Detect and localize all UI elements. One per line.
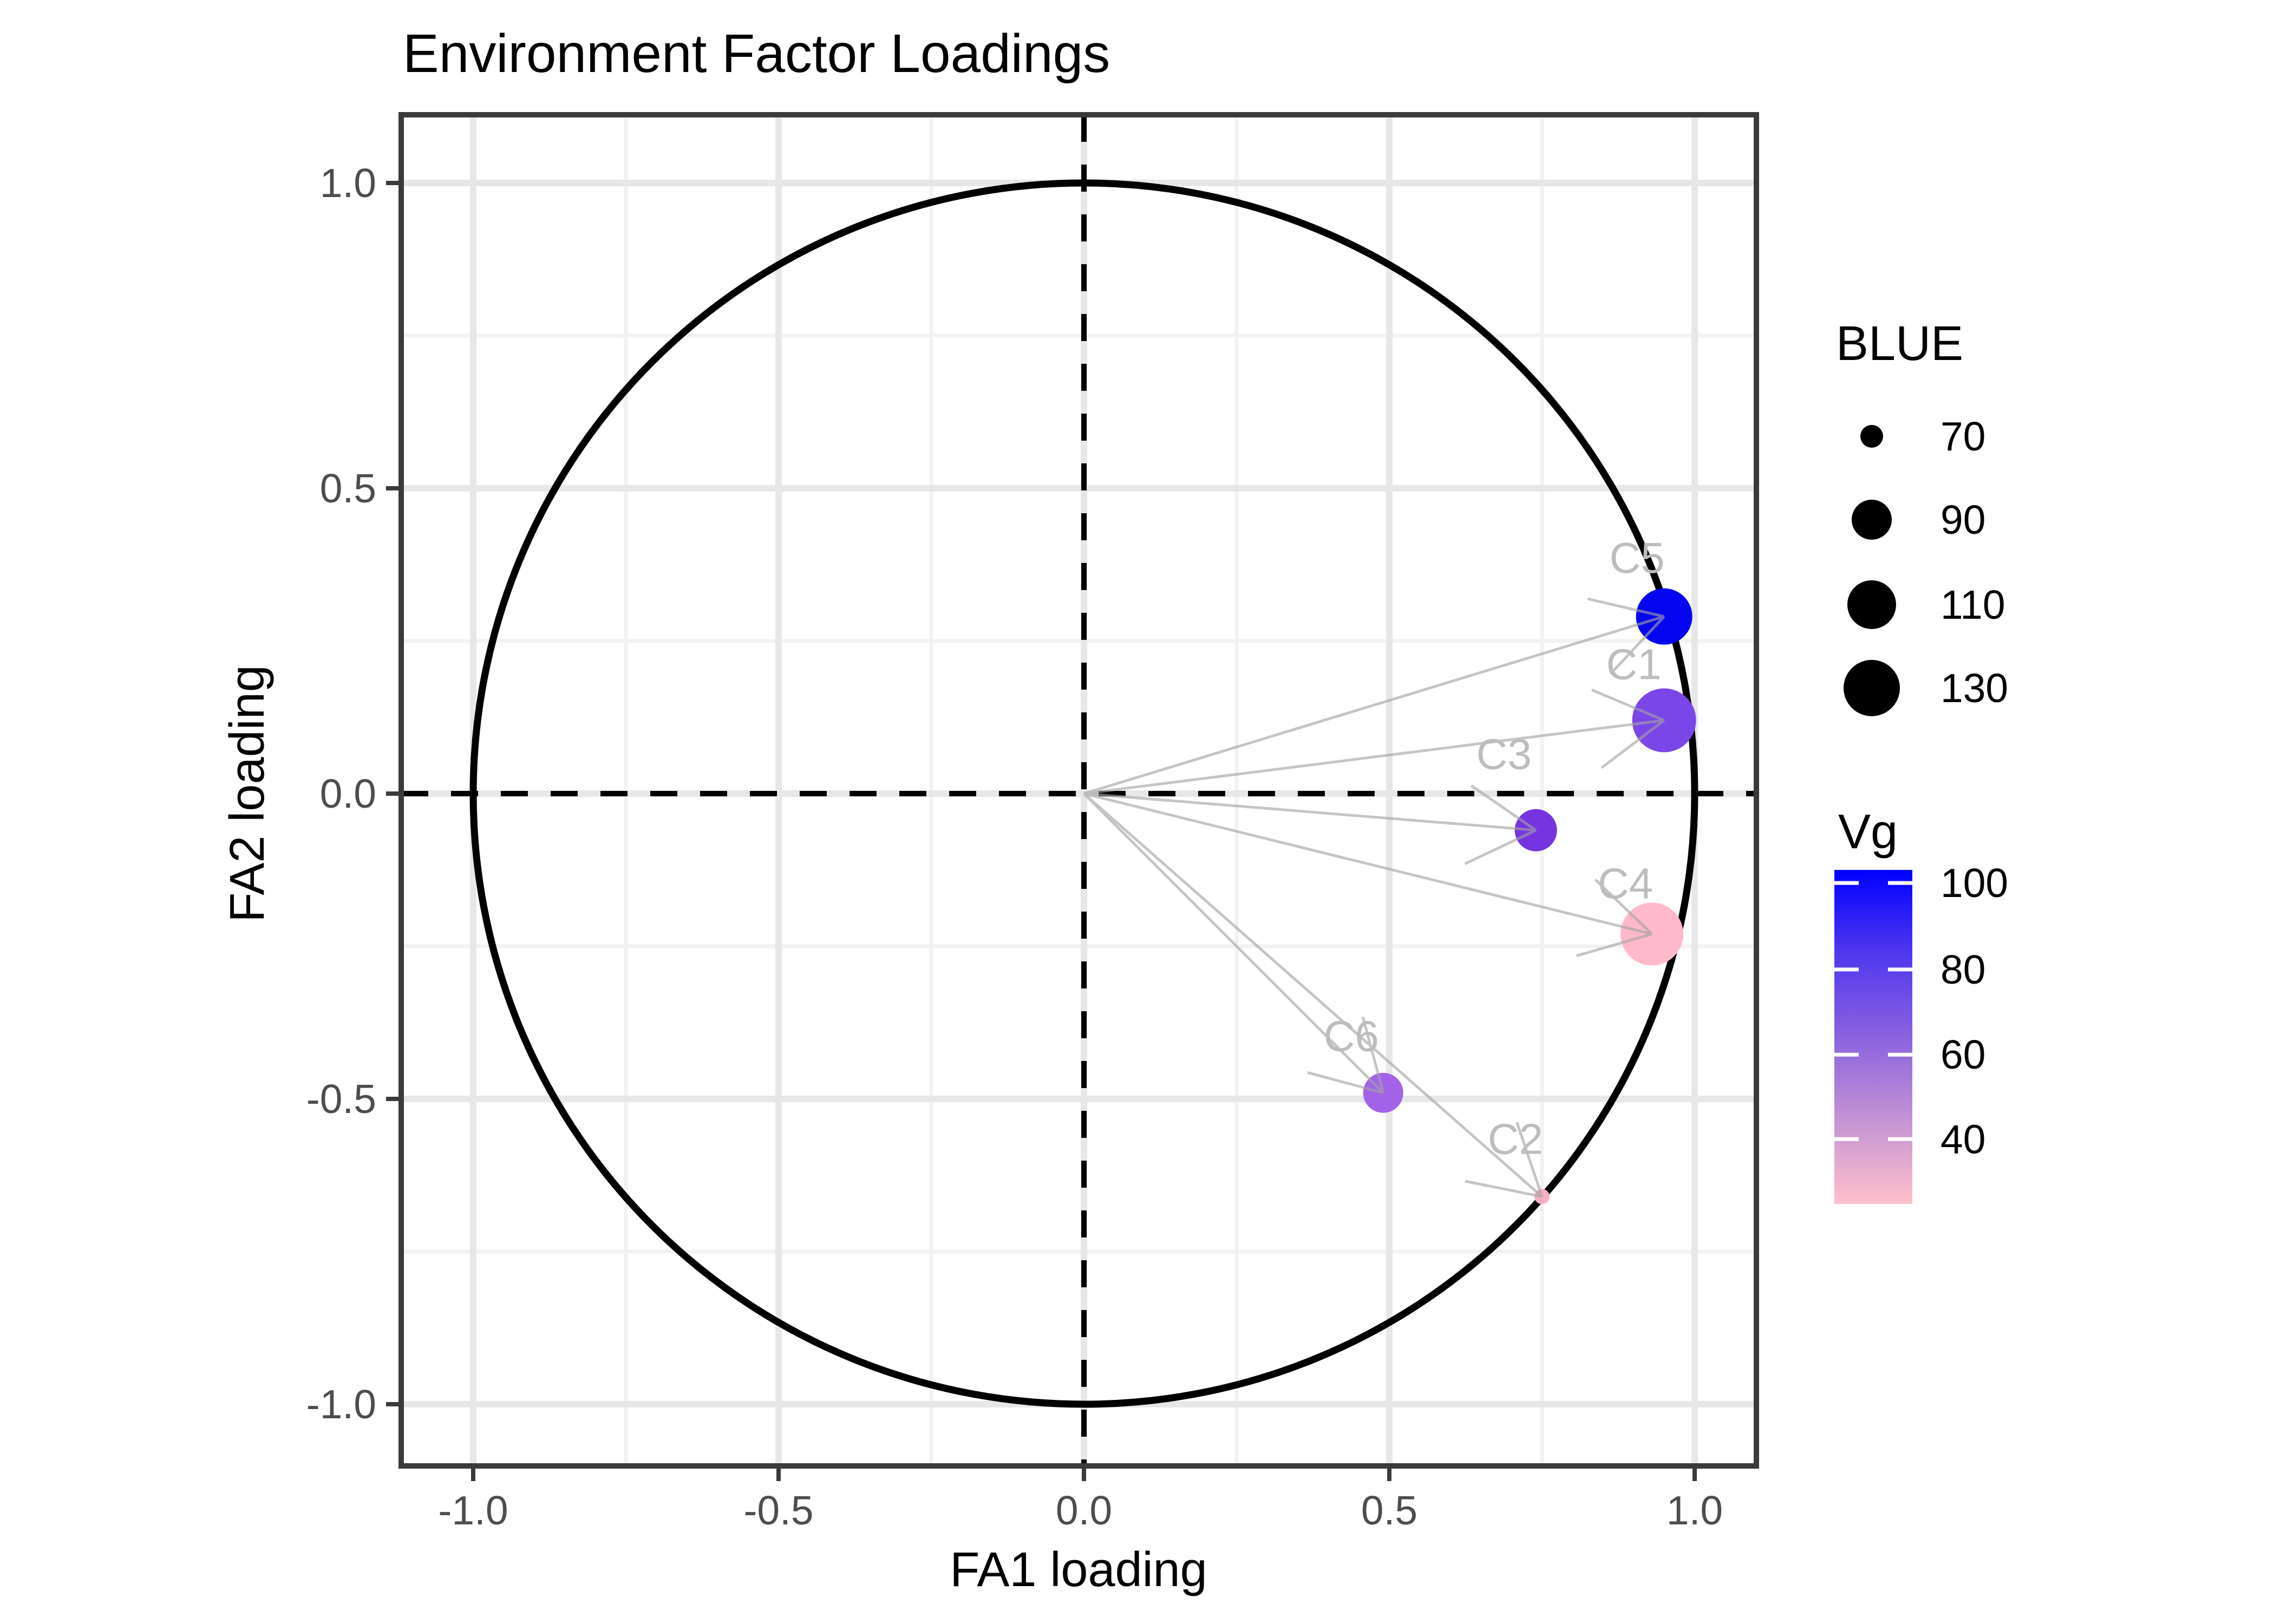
gridlines bbox=[401, 115, 1756, 1466]
arrow-barb-C1 bbox=[1591, 689, 1665, 722]
arrow-barb-C4 bbox=[1576, 933, 1652, 958]
axis-ticks-and-labels: -1.0 -0.5 0.0 0.5 1.0 1.0 0.5 0.0 -0.5 -1.0 bbox=[306, 160, 1723, 1533]
x-tick-label: -0.5 bbox=[743, 1488, 813, 1533]
size-legend-dot-90 bbox=[1852, 500, 1892, 540]
plot-title: Environment Factor Loadings bbox=[403, 23, 1110, 84]
zero-dashed-lines bbox=[401, 115, 1756, 1466]
size-legend-dot-130 bbox=[1844, 660, 1900, 716]
size-legend-title: BLUE bbox=[1836, 317, 1963, 371]
point-label-C1: C1 bbox=[1606, 640, 1661, 689]
color-legend-label: 100 bbox=[1940, 860, 2008, 906]
point-label-C2: C2 bbox=[1488, 1115, 1543, 1163]
arrow-barb-C3 bbox=[1470, 784, 1537, 831]
panel-border bbox=[398, 112, 1759, 1469]
arrow-barb-C6 bbox=[1361, 1017, 1385, 1093]
size-legend-label: 110 bbox=[1940, 582, 2005, 627]
y-axis-title: FA2 loading bbox=[220, 665, 275, 922]
color-legend-label: 80 bbox=[1940, 947, 1985, 992]
arrow-barb-C5 bbox=[1587, 597, 1665, 618]
point-label-C4: C4 bbox=[1598, 859, 1653, 907]
arrow-shaft-C1 bbox=[1083, 719, 1664, 795]
color-legend-label: 40 bbox=[1940, 1116, 1985, 1162]
unit-circle bbox=[469, 179, 1698, 1408]
arrow-barb-C6 bbox=[1307, 1071, 1384, 1095]
arrow-barb-C2 bbox=[1465, 1180, 1543, 1198]
x-axis-title: FA1 loading bbox=[950, 1543, 1207, 1597]
arrow-barb-C1 bbox=[1600, 719, 1665, 769]
size-legend-label: 90 bbox=[1940, 497, 1985, 542]
y-tick-label: -1.0 bbox=[306, 1381, 376, 1427]
y-tick-label: 1.0 bbox=[320, 160, 376, 206]
panel-border-rect bbox=[398, 112, 1759, 1469]
color-legend-label: 60 bbox=[1940, 1032, 1985, 1077]
x-tick-label: 0.5 bbox=[1361, 1488, 1417, 1533]
point-label-C3: C3 bbox=[1476, 730, 1532, 778]
x-tick-label: -1.0 bbox=[438, 1488, 508, 1533]
color-legend-title: Vg bbox=[1838, 805, 1898, 859]
unit-circle-outline bbox=[469, 179, 1698, 1408]
x-tick-label: 0.0 bbox=[1056, 1488, 1112, 1533]
point-label-C6: C6 bbox=[1324, 1012, 1379, 1060]
arrow-barb-C2 bbox=[1515, 1122, 1544, 1197]
arrow-barb-C4 bbox=[1594, 879, 1653, 935]
arrow-shaft-C6 bbox=[1083, 793, 1384, 1094]
arrow-barb-C5 bbox=[1609, 615, 1665, 675]
color-legend-bar bbox=[1834, 870, 1912, 1204]
arrow-barb-C3 bbox=[1464, 829, 1537, 866]
arrow-shaft-C4 bbox=[1083, 792, 1652, 935]
size-legend-label: 70 bbox=[1940, 414, 1985, 459]
point-labels: C1 C2 C3 C4 C5 C6 bbox=[1324, 534, 1665, 1163]
y-tick-label: 0.5 bbox=[320, 466, 376, 511]
arrow-shaft-C3 bbox=[1083, 792, 1536, 832]
y-tick-label: 0.0 bbox=[320, 771, 376, 816]
y-tick-label: -0.5 bbox=[306, 1076, 376, 1122]
arrow-shaft-C2 bbox=[1083, 793, 1543, 1198]
arrow-shaft-C5 bbox=[1083, 615, 1665, 795]
size-legend-dot-110 bbox=[1847, 580, 1896, 629]
x-tick-label: 1.0 bbox=[1667, 1488, 1723, 1533]
size-legend-dot-70 bbox=[1860, 425, 1883, 448]
origin-arrows bbox=[1083, 597, 1665, 1198]
point-label-C5: C5 bbox=[1609, 534, 1664, 582]
legends: 70 90 110 130 100 80 60 40 bbox=[1834, 414, 2008, 1204]
size-legend-label: 130 bbox=[1940, 665, 2008, 711]
